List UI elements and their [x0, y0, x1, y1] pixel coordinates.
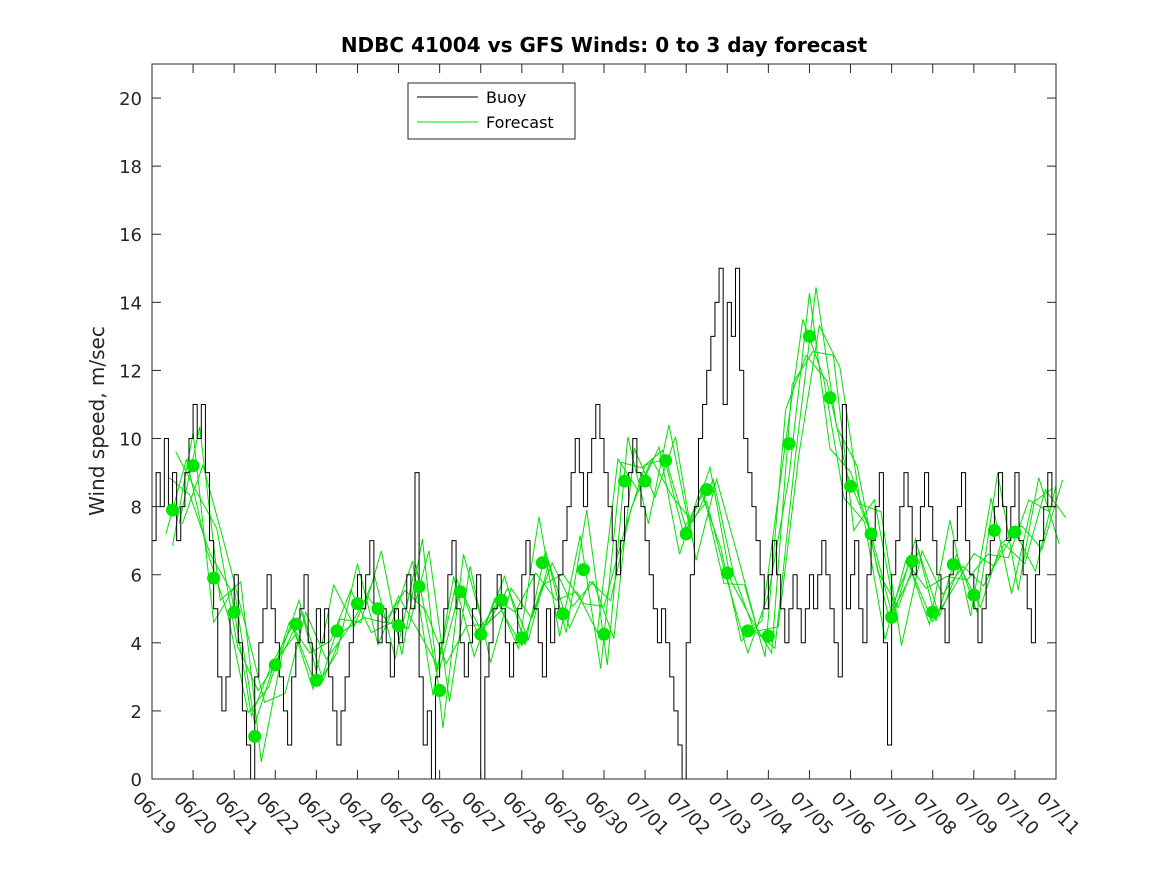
plot-area: [152, 64, 1056, 779]
y-tick-label: 16: [119, 225, 142, 246]
analysis-point: [597, 627, 611, 641]
analysis-point: [576, 563, 590, 577]
forecast-run-line: [165, 319, 1050, 714]
analysis-point: [823, 391, 837, 405]
analysis-point: [309, 673, 323, 687]
analysis-point: [186, 459, 200, 473]
analysis-point: [248, 729, 262, 743]
analysis-point: [392, 619, 406, 633]
analysis-point: [638, 474, 652, 488]
y-tick-label: 10: [119, 430, 142, 451]
y-tick-label: 2: [131, 702, 142, 723]
y-tick-label: 20: [119, 89, 142, 110]
analysis-point: [761, 629, 775, 643]
analysis-point: [720, 566, 734, 580]
y-tick-label: 12: [119, 361, 142, 382]
analysis-point: [371, 602, 385, 616]
legend-forecast-label: Forecast: [486, 113, 554, 132]
analysis-point: [926, 605, 940, 619]
y-tick-label: 8: [131, 498, 142, 519]
forecast-run-line: [181, 323, 1067, 704]
analysis-point: [885, 610, 899, 624]
analysis-point: [166, 503, 180, 517]
analysis-point: [207, 571, 221, 585]
analysis-point: [802, 329, 816, 343]
analysis-point: [268, 658, 282, 672]
analysis-point: [679, 527, 693, 541]
analysis-point: [433, 683, 447, 697]
analysis-point: [946, 558, 960, 571]
y-tick-label: 18: [119, 157, 142, 178]
y-tick-label: 14: [119, 293, 142, 314]
analysis-point: [227, 605, 241, 619]
analysis-point: [350, 597, 364, 611]
y-tick-label: 0: [131, 770, 142, 791]
buoy-line: [152, 267, 1057, 780]
analysis-point: [618, 474, 632, 488]
analysis-point: [453, 585, 467, 599]
y-axis-label: Wind speed, m/sec: [85, 326, 109, 516]
analysis-point: [700, 483, 714, 497]
chart-title: NDBC 41004 vs GFS Winds: 0 to 3 day fore…: [341, 33, 868, 57]
legend-box: [407, 82, 576, 140]
legend: Buoy Forecast: [407, 82, 576, 140]
y-tick-label: 4: [131, 634, 142, 655]
analysis-point: [330, 624, 344, 638]
y-axis: 0 2 4 6 8 10 12 14 16 18 20: [119, 89, 1056, 791]
analysis-point: [1008, 525, 1022, 539]
analysis-point: [474, 627, 488, 641]
y-tick-label: 6: [131, 566, 142, 587]
analysis-point: [864, 527, 878, 541]
analysis-point: [515, 631, 529, 645]
analysis-point: [844, 479, 858, 493]
analysis-point: [905, 554, 919, 568]
analysis-point: [987, 523, 1001, 537]
analysis-point: [659, 454, 673, 468]
analysis-point: [741, 624, 755, 638]
legend-buoy-label: Buoy: [486, 88, 526, 107]
analysis-point: [556, 607, 570, 621]
analysis-point: [289, 617, 303, 631]
analysis-point: [412, 580, 426, 594]
analysis-point: [967, 588, 981, 602]
analysis-point: [782, 437, 796, 451]
analysis-points-layer: [166, 329, 1022, 743]
analysis-point: [535, 556, 549, 570]
analysis-point: [494, 593, 508, 607]
